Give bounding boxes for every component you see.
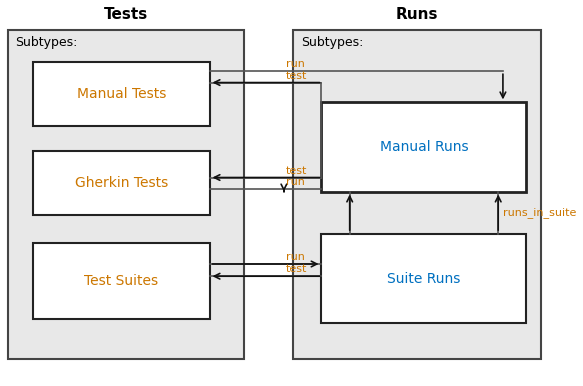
Text: Manual Runs: Manual Runs [380,140,468,154]
FancyBboxPatch shape [8,30,244,359]
Text: run: run [286,252,305,262]
Text: Subtypes:: Subtypes: [15,36,78,49]
FancyBboxPatch shape [321,102,526,191]
Text: Suite Runs: Suite Runs [387,272,461,286]
Text: Test Suites: Test Suites [84,274,159,288]
FancyBboxPatch shape [33,62,210,126]
Text: test: test [286,166,307,176]
Text: test: test [286,71,307,81]
FancyBboxPatch shape [293,30,540,359]
Text: runs_in_suite: runs_in_suite [503,207,577,218]
Text: Tests: Tests [104,7,148,22]
FancyBboxPatch shape [33,151,210,215]
Text: run: run [286,59,305,69]
Text: Runs: Runs [396,7,438,22]
FancyBboxPatch shape [33,243,210,318]
FancyBboxPatch shape [321,234,526,323]
Text: Subtypes:: Subtypes: [301,36,363,49]
Text: Manual Tests: Manual Tests [76,87,166,101]
Text: run: run [286,177,305,187]
Text: test: test [286,264,307,274]
Text: Gherkin Tests: Gherkin Tests [75,176,168,190]
